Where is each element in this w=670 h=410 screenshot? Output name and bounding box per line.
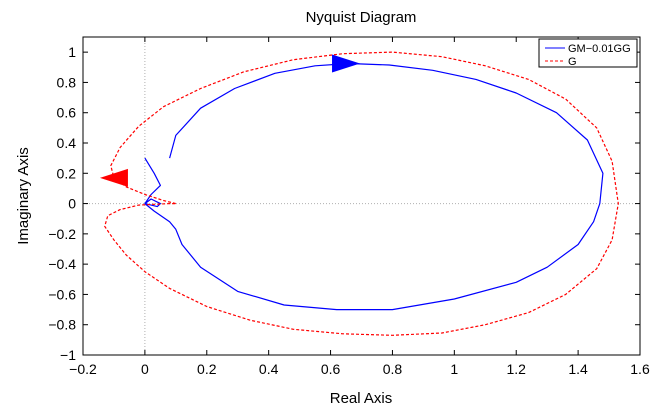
direction-arrow-g bbox=[99, 168, 128, 187]
x-axis-title: Real Axis bbox=[330, 390, 393, 407]
y-tick-label: −0.6 bbox=[48, 286, 76, 302]
legend-box bbox=[538, 38, 638, 68]
y-tick-label: −0.2 bbox=[48, 226, 76, 242]
x-tick-label: 0.4 bbox=[259, 361, 279, 377]
x-tick-label: 0.2 bbox=[197, 361, 217, 377]
plot-frame bbox=[82, 36, 641, 356]
legend: GM−0.01GG G bbox=[538, 38, 638, 68]
y-tick-label: 0.2 bbox=[57, 165, 77, 181]
direction-arrow-gm bbox=[332, 54, 361, 73]
y-tick-label: 0.6 bbox=[57, 105, 77, 121]
y-tick-label: 0.8 bbox=[57, 74, 77, 90]
x-tick-label: 1.2 bbox=[506, 361, 526, 377]
y-tick-label: −1 bbox=[60, 347, 76, 363]
x-tick-label: 1.4 bbox=[568, 361, 588, 377]
series-line-g bbox=[104, 51, 619, 336]
y-tick-label: −0.4 bbox=[48, 256, 76, 272]
y-tick-label: 0 bbox=[68, 196, 76, 212]
x-tick-label: 0.6 bbox=[321, 361, 341, 377]
ticks-layer: −0.2 0 0.2 0.4 0.6 0.8 1 1.2 1.4 1.6 −1 −0.8 −0.6 −0.… bbox=[48, 37, 650, 377]
x-tick-label: 1 bbox=[450, 361, 458, 377]
y-tick-label: 0.4 bbox=[57, 135, 77, 151]
x-tick-label: −0.2 bbox=[69, 361, 97, 377]
x-tick-label: 1.6 bbox=[630, 361, 650, 377]
legend-label-g: G bbox=[568, 56, 577, 68]
chart-title: Nyquist Diagram bbox=[306, 9, 417, 26]
y-tick-label: 1 bbox=[68, 44, 76, 60]
y-tick-label: −0.8 bbox=[48, 317, 76, 333]
plot-area: −0.2 0 0.2 0.4 0.6 0.8 1 1.2 1.4 1.6 −1 −0.8 −0.6 −0.… bbox=[48, 36, 650, 377]
series-layer bbox=[99, 51, 619, 336]
x-tick-label: 0 bbox=[141, 361, 149, 377]
legend-label-gm: GM−0.01GG bbox=[568, 43, 631, 55]
zero-lines bbox=[83, 37, 640, 355]
x-tick-label: 0.8 bbox=[383, 361, 403, 377]
y-axis-title: Imaginary Axis bbox=[15, 147, 32, 245]
